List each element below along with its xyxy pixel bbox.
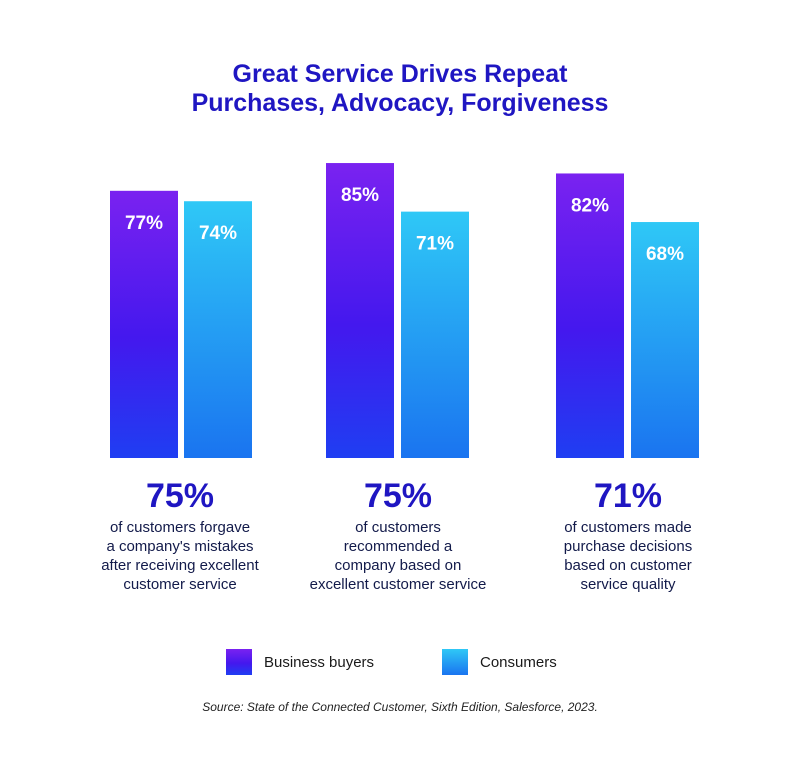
stat-value-3: 71% bbox=[593, 477, 663, 515]
stat-value-1: 75% bbox=[145, 477, 215, 515]
stat-block-1: 75% of customers forgave a company's mis… bbox=[60, 476, 300, 594]
bar-consumers-3 bbox=[631, 222, 699, 458]
bar-label-consumers-3: 68% bbox=[646, 244, 684, 265]
bar-label-business-buyers-3: 82% bbox=[571, 195, 609, 216]
stat-3-line-1: of customers made bbox=[564, 519, 692, 536]
stat-value-2: 75% bbox=[363, 477, 433, 515]
bar-label-consumers-2: 71% bbox=[416, 234, 454, 255]
chart-title: Great Service Drives Repeat Purchases, A… bbox=[0, 60, 800, 118]
legend-label-consumers: Consumers bbox=[480, 653, 557, 671]
bar-label-business-buyers-1: 77% bbox=[125, 213, 163, 234]
stat-2-line-1: of customers bbox=[355, 519, 441, 536]
bar-label-consumers-1: 74% bbox=[199, 223, 237, 244]
legend-swatch-business-buyers bbox=[226, 649, 252, 675]
stat-description-3: of customers made purchase decisions bas… bbox=[508, 518, 748, 594]
stat-1-line-2: a company's mistakes bbox=[106, 538, 254, 555]
stat-1-line-4: customer service bbox=[123, 576, 237, 593]
stat-block-3: 71% of customers made purchase decisions… bbox=[508, 476, 748, 594]
stat-description-1: of customers forgave a company's mistake… bbox=[60, 518, 300, 594]
bar-label-business-buyers-2: 85% bbox=[341, 185, 379, 206]
chart-title-line-1: Great Service Drives Repeat bbox=[232, 60, 568, 88]
stat-3-line-2: purchase decisions bbox=[563, 538, 693, 555]
bar-consumers-2 bbox=[401, 211, 469, 458]
stat-2-line-4: excellent customer service bbox=[309, 576, 487, 593]
stat-3-line-4: service quality bbox=[580, 576, 676, 593]
chart-title-line-2: Purchases, Advocacy, Forgiveness bbox=[191, 89, 609, 117]
legend-item-consumers: Consumers bbox=[442, 648, 557, 676]
bar-consumers-1 bbox=[184, 201, 252, 458]
bar-business-buyers-1 bbox=[110, 190, 178, 458]
bar-business-buyers-2 bbox=[326, 163, 394, 459]
legend-label-business-buyers: Business buyers bbox=[264, 653, 375, 671]
stat-3-line-3: based on customer bbox=[564, 557, 692, 574]
legend-item-business-buyers: Business buyers bbox=[226, 648, 374, 676]
legend-swatch-consumers bbox=[442, 649, 468, 675]
stat-1-line-1: of customers forgave bbox=[109, 519, 251, 536]
stat-2-line-2: recommended a bbox=[343, 538, 453, 555]
stat-description-2: of customers recommended a company based… bbox=[278, 518, 518, 594]
source-note: Source: State of the Connected Customer,… bbox=[202, 700, 598, 714]
stat-2-line-3: company based on bbox=[334, 557, 462, 574]
chart-legend: Business buyers Consumers bbox=[0, 648, 800, 680]
bar-business-buyers-3 bbox=[556, 173, 624, 458]
stat-1-line-3: after receiving excellent bbox=[101, 557, 259, 574]
stat-block-2: 75% of customers recommended a company b… bbox=[278, 476, 518, 594]
